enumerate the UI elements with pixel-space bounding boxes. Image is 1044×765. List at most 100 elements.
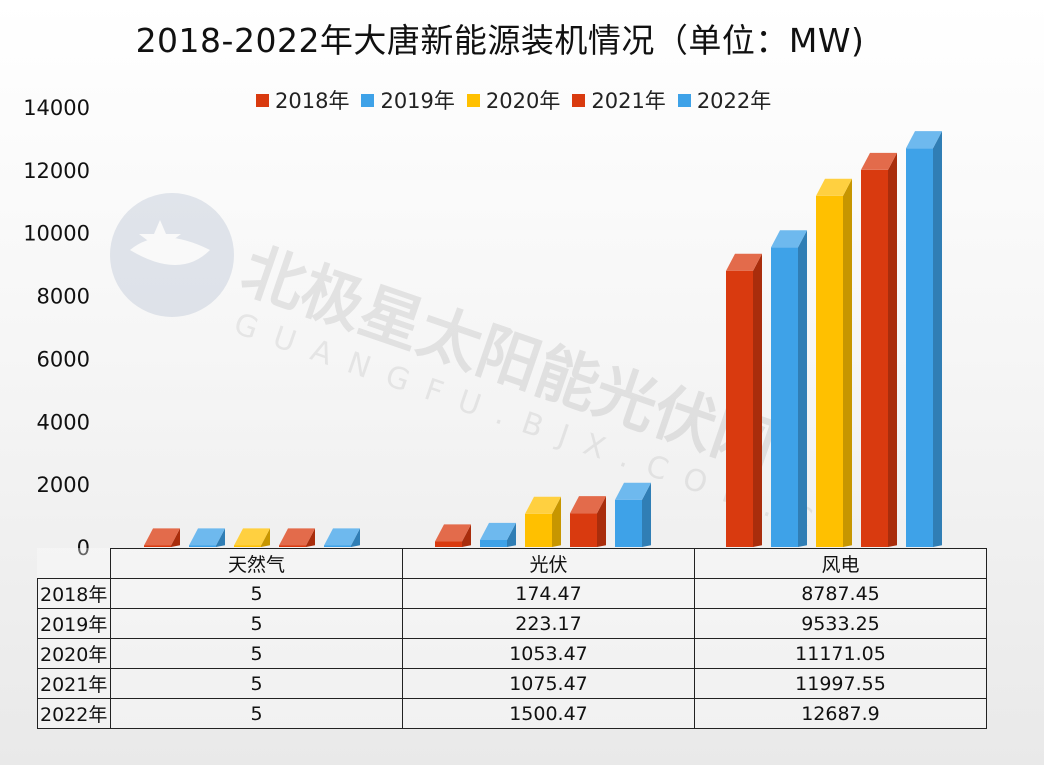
legend-swatch [572, 93, 586, 107]
table-row: 2022年 5 1500.47 12687.9 [37, 698, 987, 729]
table-row-label: 2018年 [37, 578, 111, 609]
bar-side [261, 528, 270, 547]
bar-天然气-2019年 [189, 528, 225, 547]
table-corner [37, 548, 111, 579]
bar-top [771, 230, 807, 248]
legend-label: 2021年 [591, 89, 666, 113]
table-category-header: 光伏 [402, 548, 695, 579]
bar-top [324, 528, 360, 546]
data-table: 天然气 光伏 风电 2018年 5 174.47 8787.45 2019年 5 223.17 95… [37, 548, 987, 729]
bar-side [597, 496, 606, 547]
legend-swatch [466, 93, 480, 107]
bar-side [462, 524, 471, 547]
table-cell: 11997.55 [694, 668, 987, 699]
bar-front [144, 545, 171, 547]
legend-item-4: 2022年 [677, 85, 772, 115]
bar-top [435, 524, 471, 542]
y-tick-label: 8000 [37, 285, 90, 309]
bar-top [906, 131, 942, 149]
table-cell: 11171.05 [694, 638, 987, 669]
table-cell: 5 [110, 578, 403, 609]
bar-天然气-2022年 [324, 528, 360, 547]
bar-side [507, 522, 516, 547]
bar-top [615, 482, 651, 500]
bar-side [798, 230, 807, 547]
y-tick-label: 2000 [37, 473, 90, 497]
bar-top [570, 496, 606, 514]
y-tick-label: 6000 [37, 347, 90, 371]
bar-风电-2018年 [726, 253, 762, 547]
bar-top [279, 528, 315, 546]
bar-front [771, 247, 798, 547]
chart-legend: 2018年 2019年 2020年 2021年 2022年 [256, 86, 771, 114]
bar-top [144, 528, 180, 546]
table-row: 2020年 5 1053.47 11171.05 [37, 638, 987, 669]
bar-front [324, 545, 351, 547]
bar-front [189, 545, 216, 547]
legend-item-1: 2019年 [361, 85, 455, 115]
bar-天然气-2018年 [144, 528, 180, 547]
bar-side [171, 528, 180, 547]
bar-front [435, 541, 462, 547]
bar-top [726, 253, 762, 271]
bar-front [525, 513, 552, 547]
bar-side [933, 131, 942, 547]
legend-item-3: 2021年 [572, 85, 666, 115]
table-cell: 8787.45 [694, 578, 987, 609]
legend-item-2: 2020年 [466, 85, 561, 115]
table-cell: 5 [110, 698, 403, 729]
table-cell: 9533.25 [694, 608, 987, 639]
bar-front [861, 169, 888, 547]
table-cell: 5 [110, 608, 403, 639]
bar-风电-2022年 [906, 131, 942, 547]
table-row: 2018年 5 174.47 8787.45 [37, 578, 987, 609]
bar-front [615, 499, 642, 547]
bar-top [525, 496, 561, 514]
bar-front [279, 545, 306, 547]
table-row-label: 2022年 [37, 698, 111, 729]
table-cell: 5 [110, 668, 403, 699]
y-tick-label: 14000 [23, 96, 90, 120]
bar-top [234, 528, 270, 546]
table-cell: 1075.47 [402, 668, 695, 699]
bar-side [351, 528, 360, 547]
legend-swatch [361, 93, 375, 107]
table-cell: 174.47 [402, 578, 695, 609]
legend-label: 2022年 [696, 89, 772, 113]
bar-天然气-2021年 [279, 528, 315, 547]
bar-光伏-2021年 [570, 496, 606, 547]
y-tick-label: 10000 [23, 222, 90, 246]
bar-top [189, 528, 225, 546]
table-row-label: 2021年 [37, 668, 111, 699]
bar-光伏-2022年 [615, 482, 651, 547]
bar-side [888, 152, 897, 547]
table-cell: 1053.47 [402, 638, 695, 669]
table-row: 2021年 5 1075.47 11997.55 [37, 668, 987, 699]
legend-swatch [256, 93, 269, 107]
legend-swatch [677, 93, 691, 107]
legend-label: 2018年 [275, 89, 350, 113]
bar-side [306, 528, 315, 547]
bar-天然气-2020年 [234, 528, 270, 547]
bar-front [726, 270, 753, 547]
table-category-header: 天然气 [110, 548, 403, 579]
table-header-row: 天然气 光伏 风电 [37, 548, 987, 579]
bar-side [642, 482, 651, 547]
y-tick-label: 12000 [23, 159, 90, 183]
y-tick-label: 4000 [37, 410, 90, 434]
bar-风电-2021年 [861, 152, 897, 547]
legend-label: 2020年 [485, 89, 561, 113]
bar-光伏-2020年 [525, 496, 561, 547]
table-row-label: 2020年 [37, 638, 111, 669]
bar-side [753, 253, 762, 547]
table-row: 2019年 5 223.17 9533.25 [37, 608, 987, 639]
table-category-header: 风电 [694, 548, 987, 579]
legend-item-0: 2018年 [256, 85, 349, 115]
table-cell: 5 [110, 638, 403, 669]
bar-top [816, 178, 852, 196]
table-cell: 1500.47 [402, 698, 695, 729]
table-cell: 12687.9 [694, 698, 987, 729]
bars [144, 131, 942, 547]
bar-front [234, 545, 261, 547]
